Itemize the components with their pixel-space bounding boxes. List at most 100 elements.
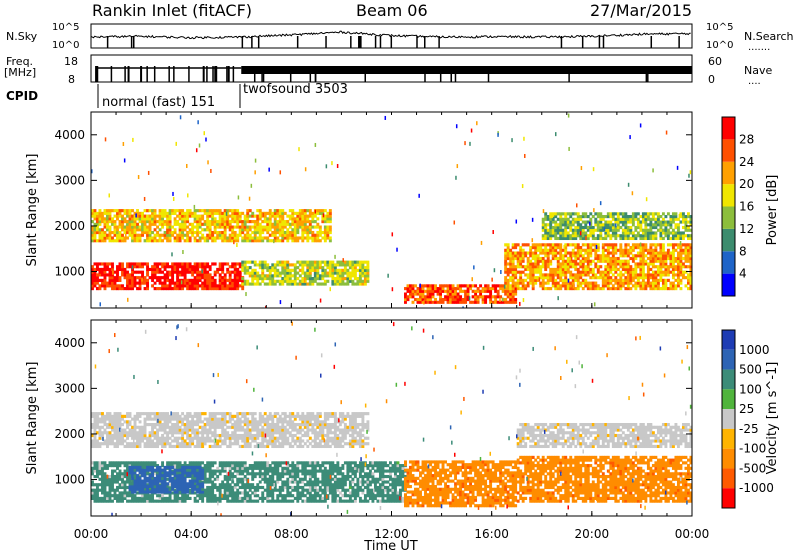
rti-cell — [278, 220, 282, 224]
rti-cell — [541, 228, 545, 232]
rti-cell — [93, 436, 97, 440]
rti-cell — [661, 248, 665, 252]
rti-cell — [509, 265, 513, 269]
rti-cell — [213, 420, 217, 424]
rti-cell — [519, 254, 523, 258]
rti-cell — [268, 214, 272, 218]
rti-cell — [283, 230, 287, 235]
rti-cell — [171, 414, 175, 418]
rti-cell — [121, 423, 124, 427]
rti-cell — [198, 439, 202, 443]
rti-cell — [659, 234, 663, 238]
rti-cell — [441, 300, 445, 304]
rti-cell — [271, 417, 275, 421]
rti-cell — [213, 230, 217, 235]
rti-cell — [308, 268, 312, 272]
rti-cell — [116, 464, 119, 468]
rti-cell — [611, 234, 615, 238]
rti-cell — [529, 281, 533, 285]
rti-cell — [631, 212, 635, 216]
rti-cell — [131, 433, 134, 438]
rti-cell — [181, 214, 185, 218]
rti-cell — [188, 209, 192, 213]
rti-speckle — [469, 141, 471, 146]
rti-cell — [316, 442, 320, 446]
rti-cell — [141, 265, 144, 269]
rti-cell — [551, 251, 555, 255]
rti-cell — [126, 220, 129, 224]
rti-cell — [243, 217, 247, 221]
rti-cell — [358, 444, 362, 449]
rti-cell — [644, 215, 648, 219]
rti-cell — [93, 461, 97, 465]
rti-cell — [506, 254, 510, 258]
rti-cell — [96, 276, 99, 280]
rti-cell — [363, 425, 367, 429]
rti-cell — [529, 278, 533, 282]
rti-cell — [171, 444, 175, 449]
rti-cell — [261, 442, 265, 446]
rti-cell — [146, 267, 149, 272]
rti-cell — [191, 211, 195, 215]
rti-cell — [176, 267, 180, 272]
rti-cell — [141, 412, 144, 416]
rti-cell — [634, 212, 638, 216]
rti-cell — [158, 222, 162, 226]
rti-cell — [559, 223, 563, 227]
rti-cell — [361, 263, 365, 267]
rti-cell — [193, 211, 197, 215]
rti-cell — [434, 300, 437, 304]
rti-cell — [163, 284, 167, 288]
rti-cell — [201, 262, 205, 266]
rti-cell — [308, 423, 312, 427]
rti-cell — [436, 300, 440, 304]
rti-cell — [186, 220, 190, 224]
rti-cell — [173, 230, 177, 235]
rti-cell — [549, 236, 553, 241]
rti-cell — [98, 483, 102, 487]
rti-cell — [158, 276, 162, 280]
rti-cell — [151, 270, 155, 274]
rti-cell — [238, 284, 242, 288]
rti-cell — [128, 211, 132, 215]
rti-cell — [96, 499, 99, 503]
rti-cell — [326, 425, 330, 429]
rti-speckle — [207, 160, 209, 165]
rti-cell — [238, 273, 242, 277]
rti-cell — [181, 211, 185, 215]
rti-cell — [348, 425, 352, 429]
rti-cell — [594, 254, 598, 258]
rti-cell — [98, 412, 102, 416]
rti-cell — [123, 488, 127, 492]
rti-cell — [91, 483, 94, 487]
rti-cell — [103, 225, 107, 229]
rti-cell — [571, 276, 575, 280]
rti-cell — [108, 230, 112, 235]
rti-cell — [659, 228, 663, 232]
rti-cell — [93, 211, 97, 215]
rti-cell — [611, 215, 615, 219]
rti-cell — [221, 412, 225, 416]
rti-cell — [554, 223, 558, 227]
rti-cell — [208, 214, 212, 218]
rti-cell — [153, 442, 157, 446]
rti-cell — [153, 412, 157, 416]
rti-cell — [218, 225, 222, 229]
rti-cell — [584, 248, 588, 252]
rti-cell — [116, 412, 119, 416]
rti-cell — [226, 420, 230, 424]
rti-cell — [256, 274, 260, 278]
rti-cell — [621, 251, 625, 255]
rti-cell — [298, 222, 302, 226]
rti-cell — [193, 225, 197, 229]
rti-cell — [121, 239, 124, 243]
rti-cell — [233, 428, 237, 432]
rti-cell — [474, 284, 478, 288]
rti-cell — [291, 220, 295, 224]
rti-cell — [168, 233, 172, 237]
rti-cell — [556, 225, 560, 230]
rti-cell — [161, 262, 165, 266]
rti-cell — [246, 217, 250, 221]
rti-cell — [186, 211, 190, 215]
rti-cell — [233, 431, 237, 435]
